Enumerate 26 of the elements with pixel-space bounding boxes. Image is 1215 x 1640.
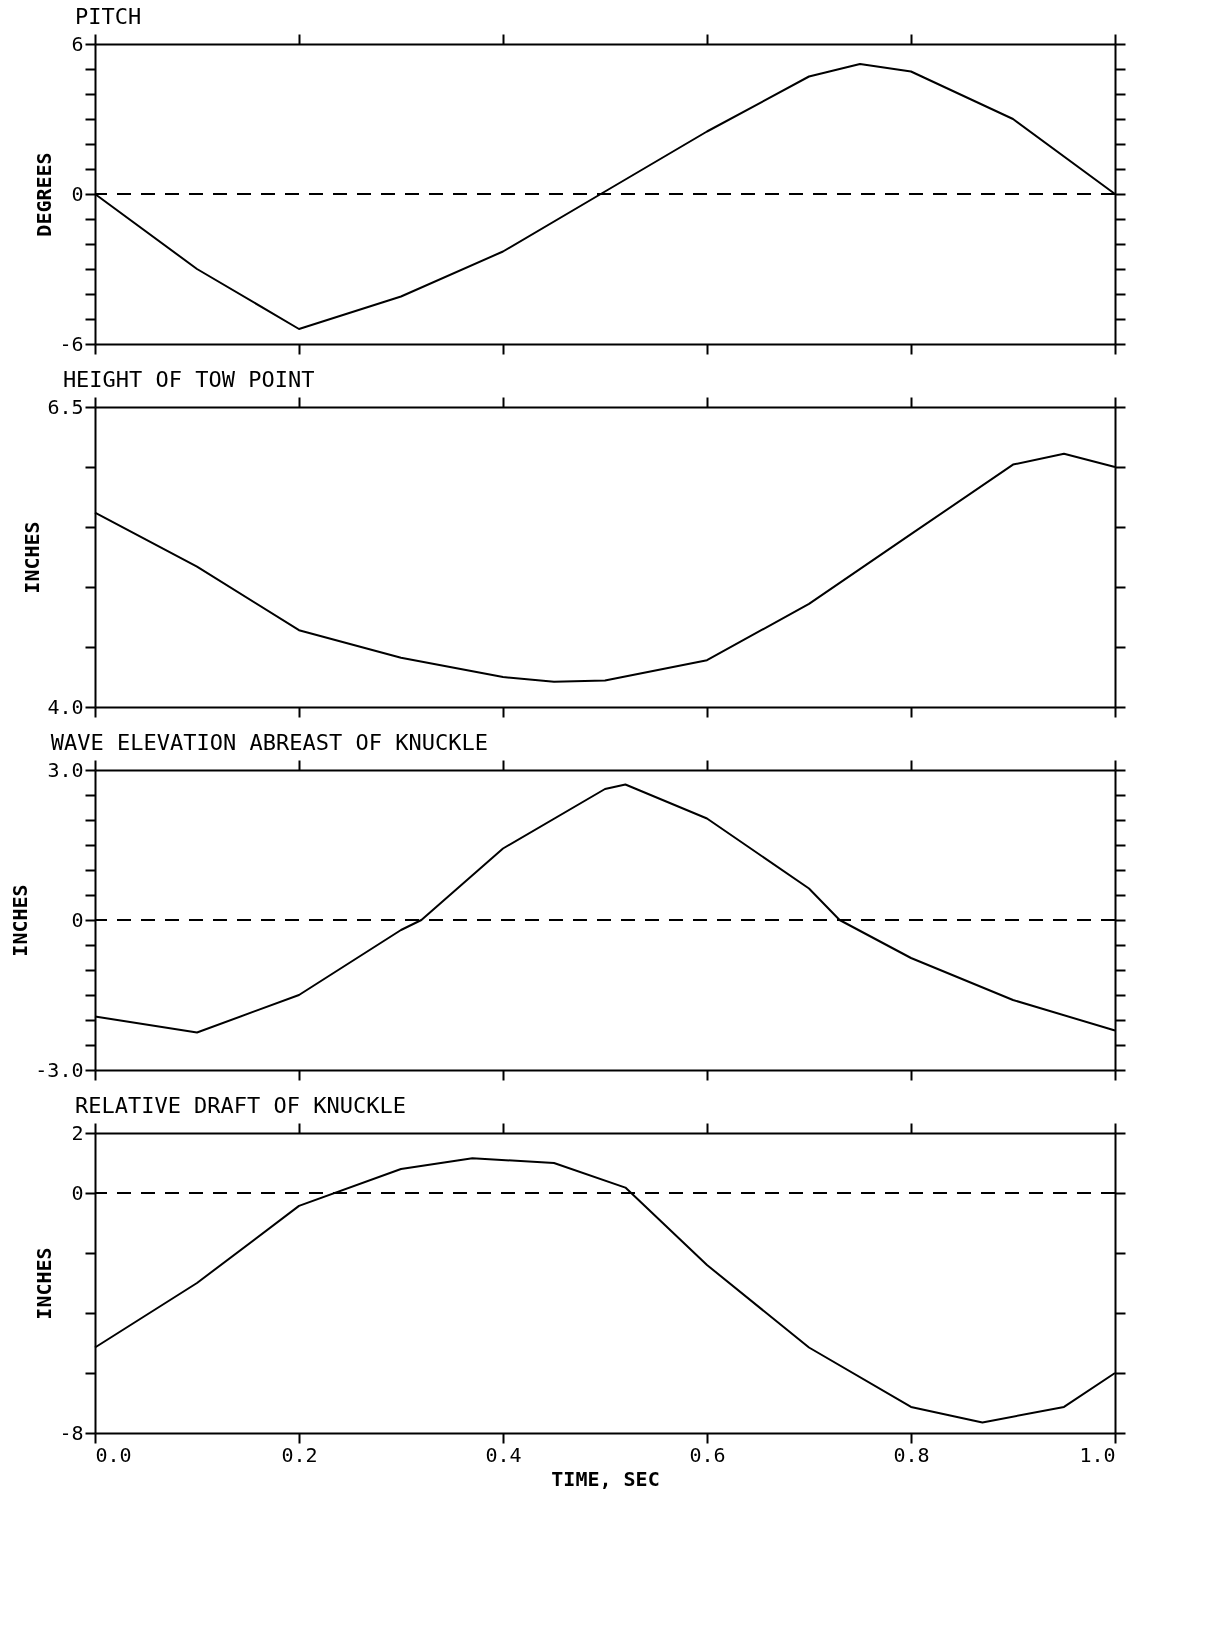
y-tick-label: 2 — [71, 1120, 84, 1145]
y-tick-label: 6 — [71, 31, 84, 56]
y-tick-label: -8 — [59, 1420, 84, 1445]
chart-title: WAVE ELEVATION ABREAST OF KNUCKLE — [50, 730, 488, 755]
y-tick-label: -6 — [59, 331, 84, 356]
y-axis-title: INCHES — [20, 521, 45, 594]
chart-title: PITCH — [74, 4, 142, 29]
y-tick-label: 4.0 — [47, 694, 84, 719]
y-tick-label: 3.0 — [47, 757, 84, 782]
chart-title: HEIGHT OF TOW POINT — [62, 367, 315, 392]
y-tick-label: 0 — [71, 181, 84, 206]
x-axis-title: TIME, SEC — [551, 1466, 660, 1491]
y-axis-title: INCHES — [32, 1247, 57, 1320]
x-tick-label: 1.0 — [1079, 1442, 1116, 1467]
chart-title: RELATIVE DRAFT OF KNUCKLE — [74, 1093, 407, 1118]
x-tick-label: 0.8 — [893, 1442, 930, 1467]
y-tick-label: -3.0 — [35, 1057, 84, 1082]
y-axis-title: INCHES — [8, 884, 33, 957]
x-tick-label: 0.2 — [281, 1442, 318, 1467]
y-tick-label: 0 — [71, 1180, 84, 1205]
x-tick-label: 0.0 — [95, 1442, 132, 1467]
y-tick-label: 6.5 — [47, 394, 84, 419]
x-tick-label: 0.4 — [485, 1442, 522, 1467]
x-tick-label: 0.6 — [689, 1442, 726, 1467]
y-axis-title: DEGREES — [32, 152, 57, 237]
y-tick-label: 0 — [71, 907, 84, 932]
